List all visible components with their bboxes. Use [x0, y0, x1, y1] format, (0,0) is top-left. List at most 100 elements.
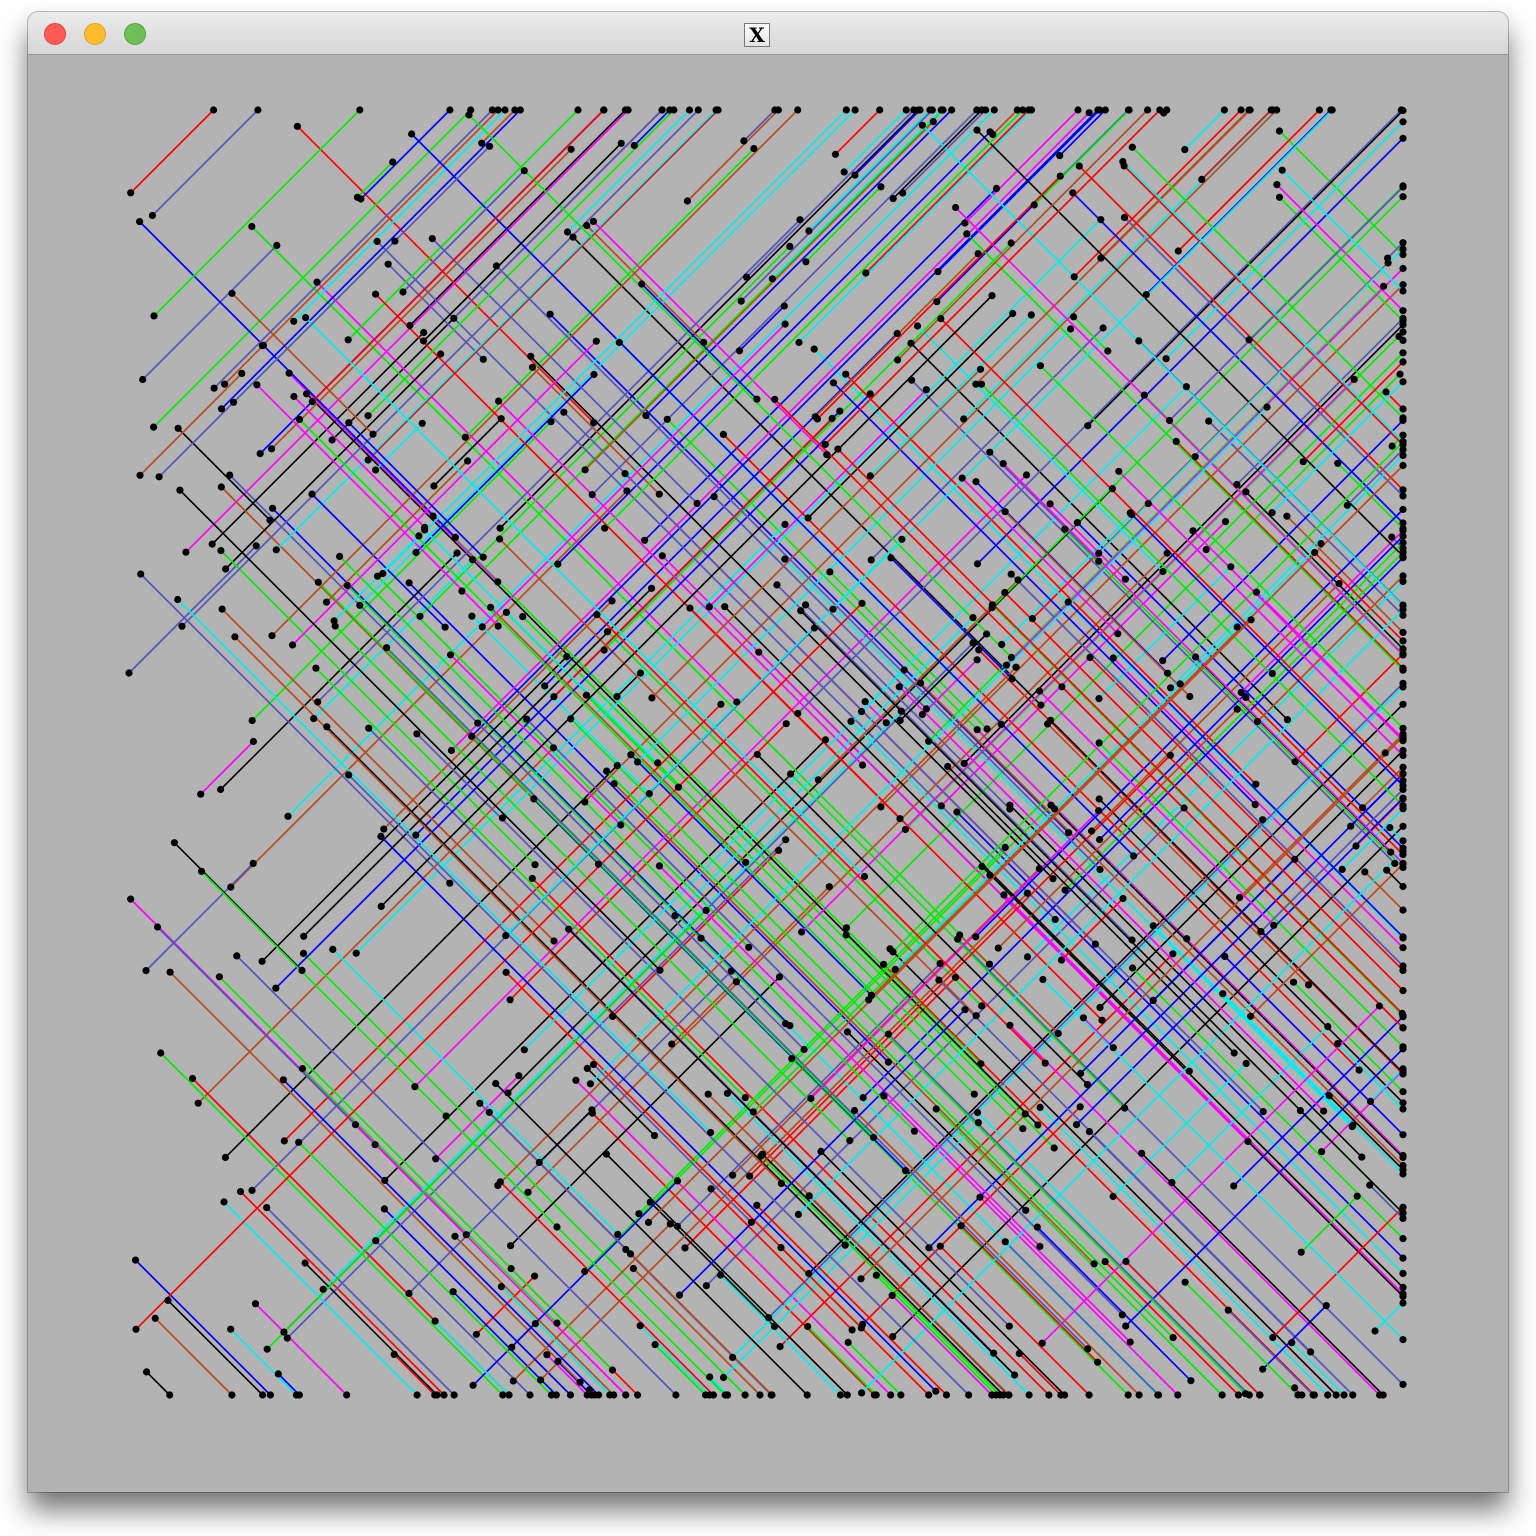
segment-endpoint: [1399, 414, 1407, 422]
line-segment: [415, 373, 595, 554]
line-segment: [829, 571, 988, 730]
line-segment: [374, 422, 423, 471]
line-segment: [1064, 528, 1404, 869]
segment-endpoint: [1358, 1153, 1366, 1161]
segment-endpoint: [441, 623, 449, 631]
line-segment: [779, 953, 1174, 1348]
line-segment: [495, 1082, 808, 1396]
segment-endpoint: [1095, 739, 1103, 747]
segment-endpoint: [1007, 239, 1015, 247]
segment-endpoint: [1318, 1148, 1326, 1156]
line-segment: [643, 187, 998, 541]
segment-endpoint: [420, 337, 428, 345]
segment-endpoint: [1399, 611, 1407, 619]
title-bar[interactable]: X: [28, 12, 1508, 55]
line-segment: [128, 545, 257, 674]
segment-endpoint: [797, 607, 805, 615]
line-segment: [523, 669, 905, 1051]
segment-endpoint: [221, 1153, 229, 1161]
drawing-canvas[interactable]: [28, 55, 1508, 1492]
segment-endpoint: [638, 280, 646, 288]
line-segment: [348, 422, 484, 558]
segment-endpoint: [1230, 1182, 1238, 1190]
segment-endpoint: [498, 814, 506, 822]
line-segment: [654, 1343, 707, 1396]
segment-endpoint: [673, 1177, 682, 1185]
line-segment: [807, 312, 1014, 519]
segment-endpoint: [1375, 1002, 1383, 1010]
segment-endpoint: [857, 1324, 865, 1332]
line-segment: [1067, 601, 1404, 938]
line-segment: [1122, 160, 1404, 443]
segment-endpoint: [520, 1046, 528, 1054]
segment-endpoint: [310, 715, 318, 723]
line-segment: [1369, 1068, 1404, 1103]
line-segment: [286, 839, 787, 1339]
segment-endpoint: [836, 1391, 845, 1399]
segment-endpoint: [280, 1137, 288, 1145]
segment-endpoint: [1245, 336, 1253, 344]
line-segment: [1004, 1241, 1160, 1396]
segment-endpoint: [228, 1391, 236, 1399]
segment-endpoint: [1006, 1021, 1014, 1029]
line-segment: [705, 807, 1185, 1287]
segment-endpoint: [554, 1357, 562, 1365]
line-segment: [489, 606, 747, 864]
segment-endpoint: [1079, 1014, 1087, 1022]
segment-endpoint: [1399, 1214, 1407, 1222]
segment-endpoint: [1126, 1338, 1134, 1346]
segment-endpoint: [494, 578, 502, 586]
segment-endpoint: [648, 584, 656, 592]
line-segment: [860, 386, 1188, 713]
segment-endpoint: [813, 415, 822, 423]
segment-endpoint: [1338, 865, 1346, 874]
segment-endpoint: [1005, 1391, 1013, 1399]
line-segment: [306, 393, 1039, 1126]
segment-endpoint: [986, 448, 994, 456]
segment-endpoint: [412, 831, 420, 839]
segment-endpoint: [1399, 763, 1407, 771]
segment-endpoint: [1090, 1260, 1098, 1268]
segment-endpoint: [1399, 1283, 1407, 1291]
segment-endpoint: [535, 1158, 543, 1166]
segment-endpoint: [329, 945, 337, 954]
segment-endpoint: [723, 1089, 732, 1097]
segment-endpoint: [1252, 588, 1260, 596]
segment-endpoint: [379, 569, 387, 578]
segment-endpoint: [977, 1060, 985, 1068]
segment-endpoint: [369, 430, 377, 438]
segment-endpoint: [301, 1259, 309, 1267]
minimize-button[interactable]: [84, 23, 106, 45]
segment-endpoint: [541, 682, 549, 690]
segment-endpoint: [937, 106, 945, 114]
line-segment: [710, 1188, 853, 1331]
segment-endpoint: [1186, 692, 1194, 701]
segment-endpoint: [1073, 519, 1081, 527]
segment-endpoint: [253, 381, 261, 389]
segment-endpoint: [702, 906, 710, 915]
line-segment: [325, 460, 469, 603]
segment-endpoint: [973, 126, 981, 134]
line-segment: [850, 720, 1404, 1275]
segment-endpoint: [732, 978, 741, 986]
zoom-button[interactable]: [124, 23, 146, 45]
line-segment: [450, 112, 1090, 752]
segment-endpoint: [1399, 933, 1407, 941]
segment-endpoint: [273, 241, 281, 249]
segment-endpoint: [399, 288, 407, 296]
segment-endpoint: [1098, 1016, 1106, 1024]
segment-endpoint: [1025, 106, 1033, 114]
line-segment: [722, 433, 1360, 1071]
segment-endpoint: [380, 1205, 388, 1213]
segment-endpoint: [1391, 859, 1399, 868]
segment-endpoint: [581, 798, 589, 806]
segment-endpoint: [258, 957, 266, 965]
line-segment: [1336, 1042, 1404, 1110]
segment-endpoint: [343, 581, 351, 590]
line-segment: [921, 659, 978, 716]
close-button[interactable]: [44, 23, 66, 45]
segment-endpoint: [658, 552, 666, 560]
segment-endpoint: [479, 553, 487, 561]
segment-endpoint: [594, 860, 603, 868]
segment-endpoint: [249, 737, 257, 746]
